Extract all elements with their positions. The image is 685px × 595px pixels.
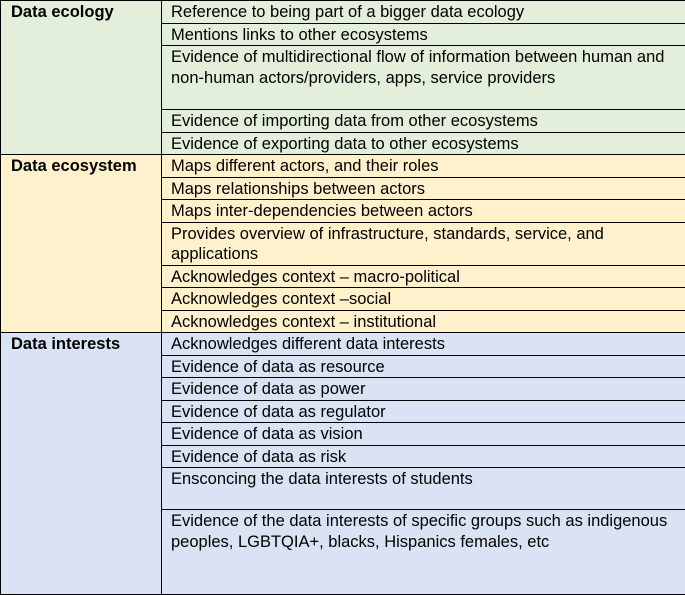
criterion-cell: Evidence of data as risk [162,445,685,468]
criterion-cell: Evidence of importing data from other ec… [162,110,685,133]
table-row: Data ecology Reference to being part of … [1,1,685,24]
category-cell-data-ecology: Data ecology [1,1,162,155]
criterion-cell: Acknowledges different data interests [162,333,685,356]
category-cell-data-ecosystem: Data ecosystem [1,155,162,333]
criterion-cell: Evidence of multidirectional flow of inf… [162,46,685,110]
table-row: Data interests Acknowledges different da… [1,333,685,356]
criterion-cell: Acknowledges context – macro-political [162,265,685,288]
category-cell-data-interests: Data interests [1,333,162,595]
criterion-cell: Evidence of data as regulator [162,400,685,423]
criterion-cell: Maps different actors, and their roles [162,155,685,178]
criterion-cell: Mentions links to other ecosystems [162,23,685,46]
criterion-cell: Ensconcing the data interests of student… [162,468,685,510]
criterion-cell: Acknowledges context –social [162,288,685,311]
criterion-cell: Evidence of the data interests of specif… [162,510,685,595]
criterion-cell: Evidence of data as vision [162,423,685,446]
table-row: Data ecosystem Maps different actors, an… [1,155,685,178]
criterion-cell: Evidence of data as resource [162,355,685,378]
criterion-cell: Provides overview of infrastructure, sta… [162,222,685,265]
criterion-cell: Evidence of data as power [162,378,685,401]
criterion-cell: Evidence of exporting data to other ecos… [162,132,685,155]
criterion-cell: Maps inter-dependencies between actors [162,200,685,223]
criterion-cell: Acknowledges context – institutional [162,310,685,333]
criterion-cell: Maps relationships between actors [162,177,685,200]
criterion-cell: Reference to being part of a bigger data… [162,1,685,24]
